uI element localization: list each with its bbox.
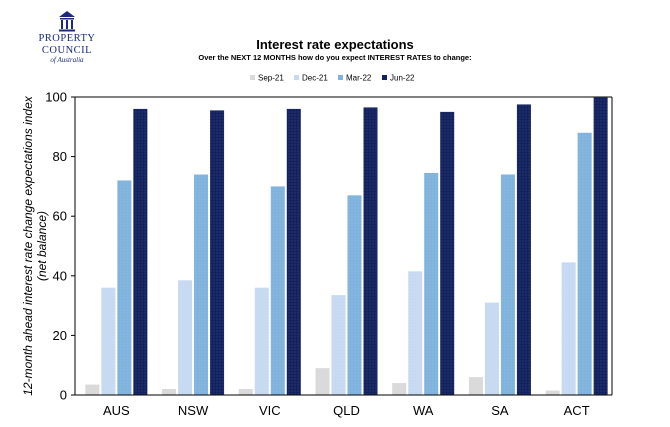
x-tick-label: WA xyxy=(413,403,434,418)
chart-title: Interest rate expectations xyxy=(256,37,414,52)
x-tick-label: VIC xyxy=(259,403,281,418)
bar-texture xyxy=(484,302,499,395)
legend-swatch xyxy=(250,75,255,80)
x-tick-label: QLD xyxy=(333,403,360,418)
bar-texture xyxy=(238,389,253,395)
bar-texture xyxy=(315,368,330,395)
bar-texture xyxy=(270,186,285,395)
y-tick-label: 0 xyxy=(60,388,67,403)
legend-label: Jun-22 xyxy=(390,74,415,83)
bar-texture xyxy=(468,377,483,395)
chart-subtitle: Over the NEXT 12 MONTHS how do you expec… xyxy=(198,53,472,62)
y-tick-label: 20 xyxy=(53,328,67,343)
bar-texture xyxy=(347,195,362,395)
plot-area: 0 20 40 60 80 100 AUS NSW VIC QLD WA SA ACT xyxy=(45,90,613,418)
bar-texture xyxy=(85,384,100,395)
bar-texture xyxy=(561,262,576,395)
bar-texture xyxy=(194,174,209,395)
bar-texture xyxy=(500,174,515,395)
bar-texture xyxy=(101,287,116,395)
y-axis-label: 12-month ahead interest rate change expe… xyxy=(21,95,49,396)
y-tick-label: 60 xyxy=(53,209,67,224)
chart-legend: Sep-21 Dec-21 Mar-22 Jun-22 xyxy=(250,74,415,83)
logo-text-council: COUNCIL xyxy=(41,45,93,56)
bar-texture xyxy=(286,108,301,396)
bar-texture xyxy=(577,132,592,395)
bar-texture xyxy=(162,389,177,395)
bar-texture xyxy=(545,390,560,395)
y-tick-label: 40 xyxy=(53,268,67,283)
logo-text-of-australia: of Australia xyxy=(50,56,84,64)
bar-texture xyxy=(117,180,132,395)
legend-swatch xyxy=(382,75,387,80)
bar-texture xyxy=(133,108,148,396)
bar-texture xyxy=(424,172,439,395)
legend-label: Sep-21 xyxy=(258,74,284,83)
logo-text-property: PROPERTY xyxy=(38,33,96,44)
y-tick-label: 100 xyxy=(45,90,67,105)
bar-texture xyxy=(210,110,225,395)
bar-texture xyxy=(331,295,346,395)
property-council-logo: PROPERTY COUNCIL of Australia xyxy=(24,10,110,64)
bar-texture xyxy=(516,104,531,395)
x-tick-label: AUS xyxy=(103,403,130,418)
legend-swatch xyxy=(294,75,299,80)
legend-label: Dec-21 xyxy=(302,74,328,83)
bar-texture xyxy=(440,111,455,396)
bar-texture xyxy=(593,97,608,395)
building-icon xyxy=(59,11,75,32)
bar-texture xyxy=(408,271,423,395)
legend-label: Mar-22 xyxy=(346,74,372,83)
bar-texture xyxy=(363,107,378,396)
legend-swatch xyxy=(338,75,343,80)
y-axis-label-line: 12-month ahead interest rate change expe… xyxy=(21,95,35,396)
bar-texture xyxy=(392,383,407,395)
bar-texture xyxy=(178,280,193,395)
x-tick-label: SA xyxy=(491,403,509,418)
y-axis-label-line: (net balance) xyxy=(35,211,49,281)
x-tick-label: NSW xyxy=(178,403,209,418)
x-tick-label: ACT xyxy=(564,403,590,418)
bar-texture xyxy=(254,287,269,395)
y-tick-label: 80 xyxy=(53,149,67,164)
